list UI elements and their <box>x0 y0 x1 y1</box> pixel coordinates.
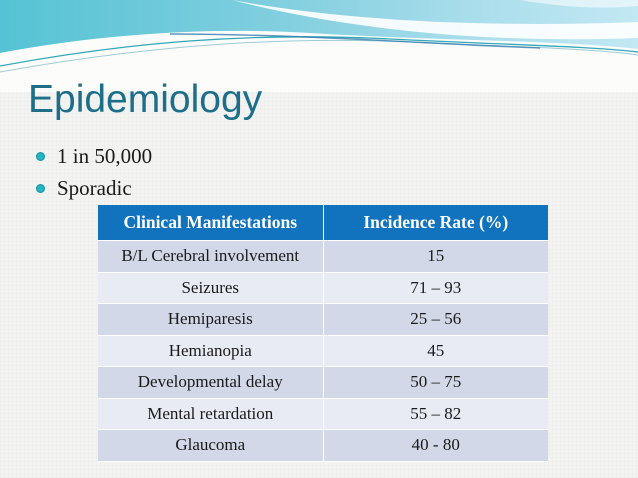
bullet-item: Sporadic <box>36 172 152 204</box>
table-cell: B/L Cerebral involvement <box>98 240 324 273</box>
bullet-text: Sporadic <box>57 175 132 200</box>
wave-top-swash <box>232 0 638 40</box>
table-cell: 50 – 75 <box>322 366 548 399</box>
table-cell: Mental retardation <box>98 397 324 430</box>
table-cell: 40 - 80 <box>322 429 548 462</box>
table-cell: Hemiparesis <box>98 303 324 336</box>
bullet-list: 1 in 50,000 Sporadic <box>36 140 152 204</box>
table-head: Clinical Manifestations Incidence Rate (… <box>98 205 548 241</box>
wave-corner-highlight <box>520 0 638 8</box>
table-row: Hemianopia 45 <box>98 334 548 367</box>
manifestations-table: Clinical Manifestations Incidence Rate (… <box>98 205 548 462</box>
table-row: Seizures 71 – 93 <box>98 271 548 304</box>
table-header-row: Clinical Manifestations Incidence Rate (… <box>98 205 548 241</box>
table-cell: Seizures <box>98 271 324 304</box>
bullet-dot-icon <box>36 183 45 193</box>
table-row: Mental retardation 55 – 82 <box>98 397 548 430</box>
table-row: Glaucoma 40 - 80 <box>98 429 548 462</box>
wave-accent-line-teal <box>0 36 638 67</box>
table-cell: 15 <box>322 240 548 273</box>
table-row: Hemiparesis 25 – 56 <box>98 303 548 336</box>
wave-body-cover <box>0 30 638 92</box>
page-title: Epidemiology <box>28 78 263 121</box>
table-cell: 45 <box>322 334 548 367</box>
bullet-text: 1 in 50,000 <box>57 143 153 168</box>
table-body: B/L Cerebral involvement 15 Seizures 71 – 9… <box>98 240 548 462</box>
decorative-wave-banner <box>0 0 638 92</box>
table-cell: Glaucoma <box>98 429 324 462</box>
bullet-item: 1 in 50,000 <box>36 140 152 172</box>
table-cell: Hemianopia <box>98 334 324 367</box>
table-row: B/L Cerebral involvement 15 <box>98 240 548 273</box>
wave-accent-line-blue <box>169 33 541 49</box>
table-row: Developmental delay 50 – 75 <box>98 366 548 399</box>
table-cell: 71 – 93 <box>322 271 548 304</box>
table-header-cell-incidence: Incidence Rate (%) <box>322 205 548 241</box>
table-cell: 25 – 56 <box>322 303 548 336</box>
table-header-cell-clinical: Clinical Manifestations <box>98 205 324 241</box>
bullet-dot-icon <box>36 151 45 161</box>
table-cell: 55 – 82 <box>322 397 548 430</box>
table-cell: Developmental delay <box>98 366 324 399</box>
